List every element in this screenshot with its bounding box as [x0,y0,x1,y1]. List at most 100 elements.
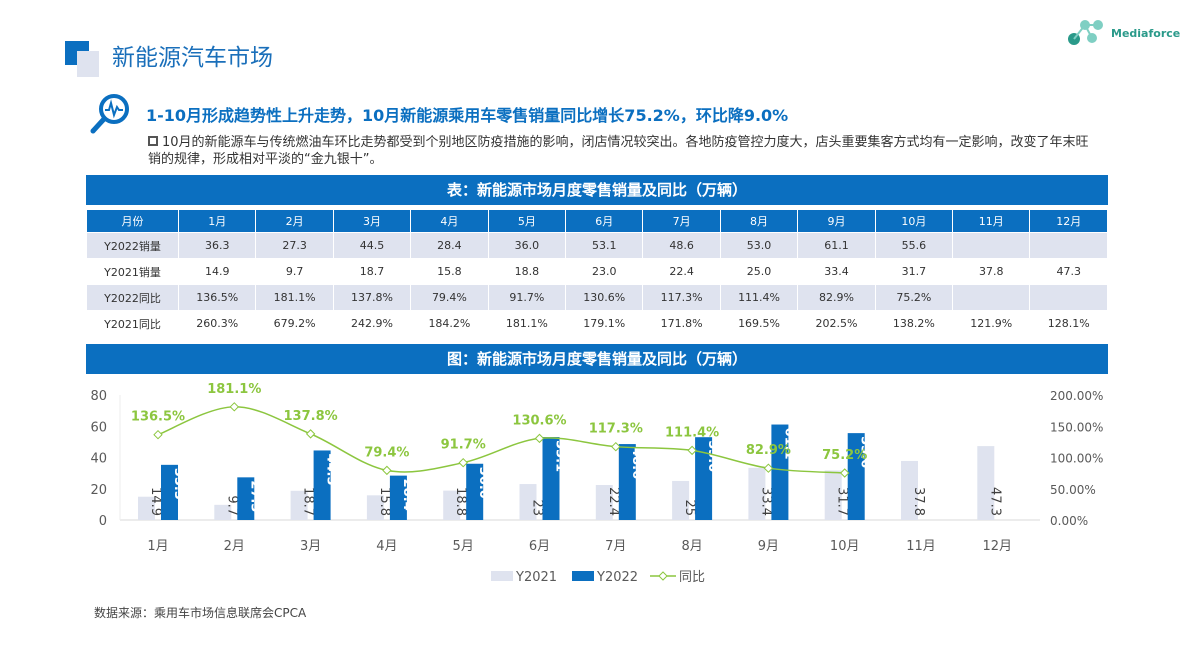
x-tick-label: 11月 [906,539,936,554]
body-paragraph: 10月的新能源车与传统燃油车环比走势都受到个别地区防疫措施的影响，闭店情况较突出… [148,134,1098,168]
bar-label-y2022: 35.3 [171,468,186,500]
y-tick-label: 0 [99,514,107,529]
page-title: 新能源汽车市场 [112,45,273,71]
row-label: Y2022同比 [86,284,179,311]
bar-label-y2021: 14.9 [148,487,163,516]
table-cell: 260.3% [177,310,257,337]
bar-label-y2022: 28.4 [400,479,415,511]
title-accent-light [77,51,99,77]
table-cell: 55.6 [874,232,954,259]
bar-y2022 [237,477,255,520]
table-cell: 242.9% [332,310,412,337]
table-cell: 111.4% [719,284,799,311]
chart: 0 20 40 60 80 0.00% 50.00% 100.00% 150.00% 200.00… [90,382,1103,585]
bar-label-y2021: 23 [530,499,545,516]
table-cell: 202.5% [797,310,876,337]
logo-icon [1068,20,1103,45]
yoy-point [839,468,850,478]
table-cell: 18.8 [487,258,567,285]
yoy-point [763,463,774,473]
column-header: 5月 [487,209,567,233]
table-cell: 138.2% [874,310,954,337]
row-label: Y2022销量 [86,232,179,259]
table-cell: 75.2% [874,284,954,311]
table-cell: 136.5% [177,284,257,311]
logo: Mediaforce [1065,18,1180,48]
yoy-label: 130.6% [512,413,566,428]
table-cell: 14.9 [177,258,257,285]
table-row: Y2022同比 136.5% 181.1% 137.8% 79.4% 91.7% 130.6… [86,284,1108,311]
table-cell: 36.0 [487,232,567,259]
bar-y2021 [595,485,613,520]
table-cell: 679.2% [255,310,334,337]
bar-y2022 [771,424,789,520]
table-cell: 37.8 [952,258,1031,285]
column-header: 12月 [1029,209,1108,233]
table-cell: 117.3% [642,284,721,311]
table-cell: 128.1% [1029,310,1108,337]
x-tick-label: 4月 [376,539,397,554]
legend-label-y2022: Y2022 [596,570,638,585]
legend-label-y2021: Y2021 [515,570,557,585]
y-tick-label: 60 [90,420,107,435]
table-cell: 9.7 [255,258,334,285]
table-cell: 171.8% [642,310,721,337]
column-header: 11月 [952,209,1031,233]
bar-label-y2022: 53.0 [705,440,720,472]
yoy-label: 79.4% [364,445,409,460]
legend-swatch-y2021 [491,571,513,581]
y2-tick-label: 100.00% [1050,452,1103,466]
table-cell: 18.7 [332,258,412,285]
column-header: 月份 [86,209,179,233]
column-header: 9月 [797,209,876,233]
bar-y2022 [847,433,865,520]
yoy-label: 117.3% [589,422,643,437]
table-cell: 28.4 [410,232,489,259]
bar-label-y2022: 44.5 [324,453,339,485]
column-header: 1月 [177,209,257,233]
yoy-label: 111.4% [665,425,719,440]
bar-label-y2022: 48.6 [629,447,644,479]
table-row: Y2021同比 260.3% 679.2% 242.9% 184.2% 181.1% 179… [86,310,1108,337]
table-cell [952,284,1031,311]
table-cell: 181.1% [487,310,567,337]
x-tick-label: 6月 [529,539,550,554]
table-cell [952,232,1031,259]
bar-label-y2022: 61.1 [781,428,796,460]
table-cell: 82.9% [797,284,876,311]
bar-y2022 [466,463,484,520]
table-cell: 53.1 [565,232,644,259]
y2-tick-label: 0.00% [1050,514,1088,528]
yoy-point [687,445,697,456]
table-cell: 79.4% [410,284,489,311]
yoy-point [382,465,392,476]
yoy-point [611,441,621,452]
bar-y2022 [542,437,560,520]
table-cell: 53.0 [719,232,799,259]
x-tick-label: 5月 [453,539,474,554]
table-cell: 22.4 [642,258,721,285]
table-cell: 25.0 [719,258,799,285]
column-header: 2月 [255,209,334,233]
table-cell: 48.6 [642,232,721,259]
x-tick-label: 10月 [830,539,860,554]
table-cell: 169.5% [719,310,799,337]
yoy-label: 136.5% [131,410,185,425]
yoy-line [157,406,845,474]
column-header: 3月 [332,209,412,233]
x-tick-label: 2月 [224,539,245,554]
logo-text: Mediaforce [1111,26,1181,40]
table-cell: 36.3 [177,232,257,259]
body-text: 10月的新能源车与传统燃油车环比走势都受到个别地区防疫措施的影响，闭店情况较突出… [148,135,1089,167]
bar-y2021 [748,467,766,520]
table-cell [1029,284,1108,311]
table-cell: 130.6% [565,284,644,311]
table-cell: 15.8 [410,258,489,285]
table-cell: 137.8% [332,284,412,311]
bar-y2021 [443,490,461,520]
bar-y2021 [290,490,308,520]
bar-y2021 [901,460,918,520]
data-source: 数据来源：乘用车市场信息联席会CPCA [94,606,307,620]
bar-label-y2022: 27.3 [247,480,262,512]
bar-label-y2022: 36.0 [476,467,491,499]
